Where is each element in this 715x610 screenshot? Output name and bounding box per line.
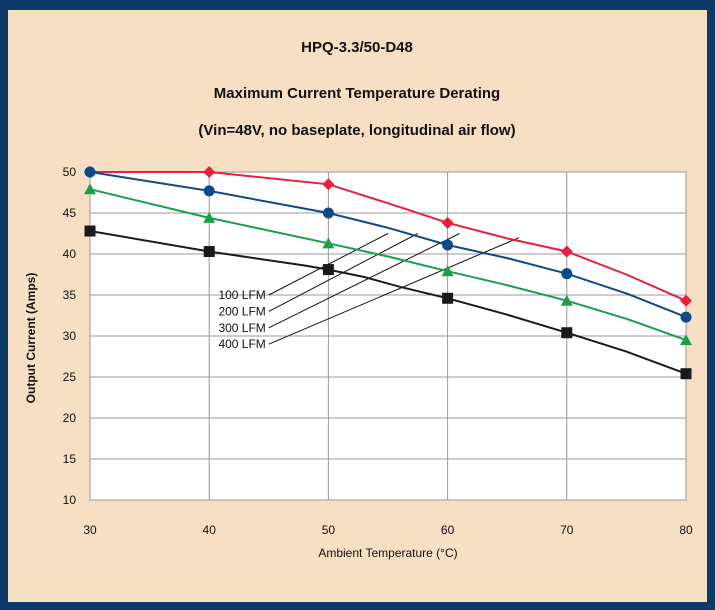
data-point xyxy=(442,239,454,251)
callout-label: 300 LFM xyxy=(218,321,265,335)
y-tick-label: 45 xyxy=(63,206,77,220)
data-point xyxy=(441,265,454,277)
data-point xyxy=(84,225,96,237)
y-tick-label: 20 xyxy=(63,411,77,425)
y-tick-label: 15 xyxy=(63,452,77,466)
x-tick-label: 40 xyxy=(203,523,217,537)
data-point xyxy=(680,294,692,307)
data-point xyxy=(322,178,335,191)
x-axis-label: Ambient Temperature (°C) xyxy=(318,546,457,560)
chart-subtitle: Maximum Current Temperature Derating xyxy=(214,85,500,102)
data-point xyxy=(322,237,335,249)
chart-subtitle-2: (Vin=48V, no baseplate, longitudinal air… xyxy=(198,122,515,139)
x-tick-label: 30 xyxy=(83,523,97,537)
data-point xyxy=(680,311,692,323)
y-axis-label: Output Current (Amps) xyxy=(24,273,38,404)
data-point xyxy=(442,292,454,304)
data-point xyxy=(561,268,573,280)
callout-label: 100 LFM xyxy=(218,288,265,302)
data-point xyxy=(322,207,334,219)
x-tick-label: 70 xyxy=(560,523,574,537)
x-tick-label: 50 xyxy=(322,523,336,537)
data-point xyxy=(84,183,96,195)
y-tick-label: 50 xyxy=(63,165,77,179)
y-tick-label: 40 xyxy=(63,247,77,261)
series-line xyxy=(89,230,687,375)
callout-line xyxy=(268,237,520,345)
data-point xyxy=(203,166,216,178)
data-point xyxy=(680,368,692,380)
data-point xyxy=(203,211,216,223)
y-tick-label: 25 xyxy=(63,370,77,384)
data-point xyxy=(441,216,454,229)
y-tick-label: 35 xyxy=(63,288,77,302)
data-point xyxy=(561,327,573,339)
data-point xyxy=(680,334,692,346)
data-point xyxy=(84,166,96,178)
callout-layer: 100 LFM 200 LFM 300 LFM 400 LFM xyxy=(218,233,520,351)
y-tick-label: 10 xyxy=(63,493,77,507)
chart-title: HPQ-3.3/50-D48 xyxy=(301,39,413,56)
x-tick-label: 60 xyxy=(441,523,455,537)
data-point xyxy=(203,246,215,258)
data-point xyxy=(560,294,573,306)
callout-label: 200 LFM xyxy=(218,304,265,318)
series-layer xyxy=(84,166,692,380)
tick-layer: 30 40 50 60 70 80 10 15 20 25 30 35 40 45 50 xyxy=(63,165,693,537)
data-point xyxy=(560,245,573,258)
y-tick-label: 30 xyxy=(63,329,77,343)
x-tick-label: 80 xyxy=(679,523,693,537)
data-point xyxy=(203,185,215,197)
callout-line xyxy=(268,233,460,329)
callout-label: 400 LFM xyxy=(218,337,265,351)
data-point xyxy=(322,264,334,276)
